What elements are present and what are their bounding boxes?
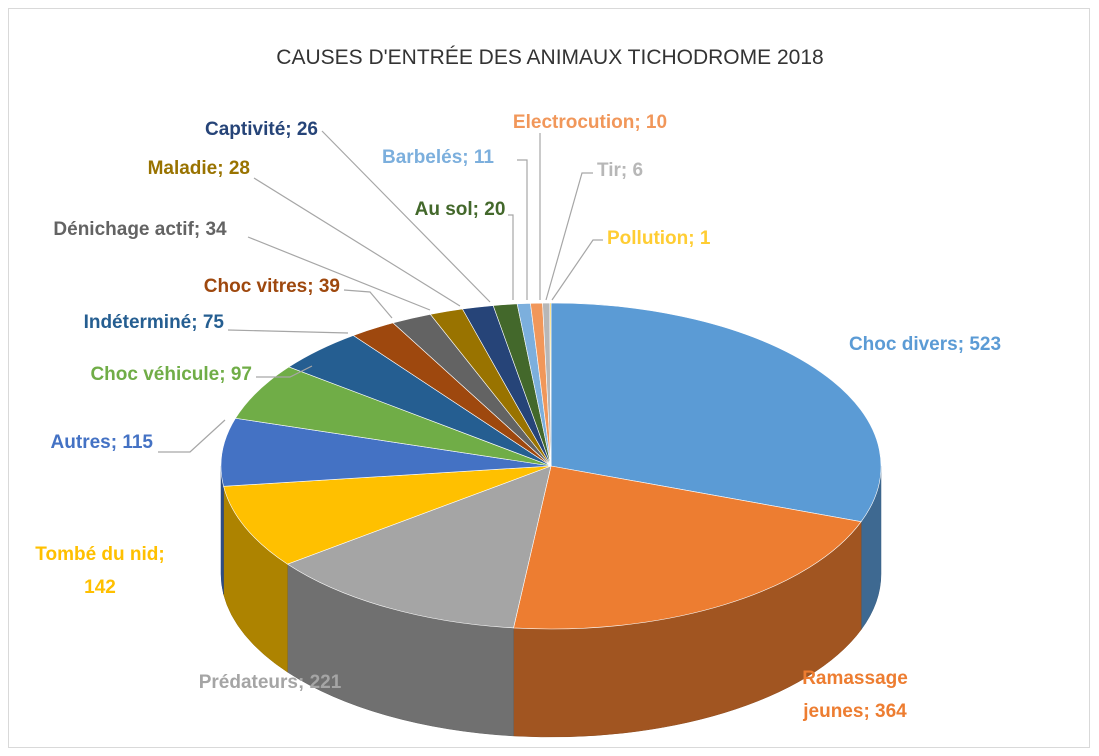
data-label: Barbelés; 11 — [382, 147, 494, 168]
slice — [550, 302, 882, 523]
leader-line — [508, 214, 514, 300]
data-label: Choc véhicule; 97 — [90, 364, 252, 385]
data-label: Indéterminé; 75 — [83, 312, 224, 333]
data-label: Choc vitres; 39 — [203, 276, 340, 297]
leader-line — [256, 365, 313, 378]
leader-line — [545, 172, 593, 301]
leader-line — [551, 239, 603, 301]
leader-line — [253, 177, 461, 307]
leader-line — [517, 159, 528, 300]
leader-line — [227, 329, 349, 334]
data-label: Autres; 115 — [50, 432, 153, 453]
data-label: Pollution; 1 — [607, 228, 711, 249]
data-label: Prédateurs; 221 — [198, 672, 342, 693]
slice — [513, 465, 862, 630]
data-label: Ramassage jeunes; 364 — [802, 668, 908, 722]
data-label: Maladie; 28 — [147, 158, 250, 179]
data-label: Electrocution; 10 — [512, 112, 668, 133]
data-label: Dénichage actif; 34 — [53, 219, 227, 240]
leader-line — [158, 419, 226, 453]
slice — [220, 417, 552, 487]
slice — [286, 465, 552, 629]
slice — [549, 302, 552, 467]
data-label: Tombé du nid; 142 — [35, 544, 165, 598]
chart-title: CAUSES D'ENTRÉE DES ANIMAUX TICHODROME 2… — [276, 46, 823, 69]
leader-line — [343, 289, 393, 319]
data-label: Au sol; 20 — [414, 199, 506, 220]
data-label: Captivité; 26 — [205, 119, 318, 140]
leader-line — [247, 236, 431, 311]
leader-line — [321, 130, 491, 303]
data-label: Tir; 6 — [597, 160, 644, 181]
slice — [223, 465, 552, 565]
data-label: Choc divers; 523 — [848, 334, 1002, 355]
